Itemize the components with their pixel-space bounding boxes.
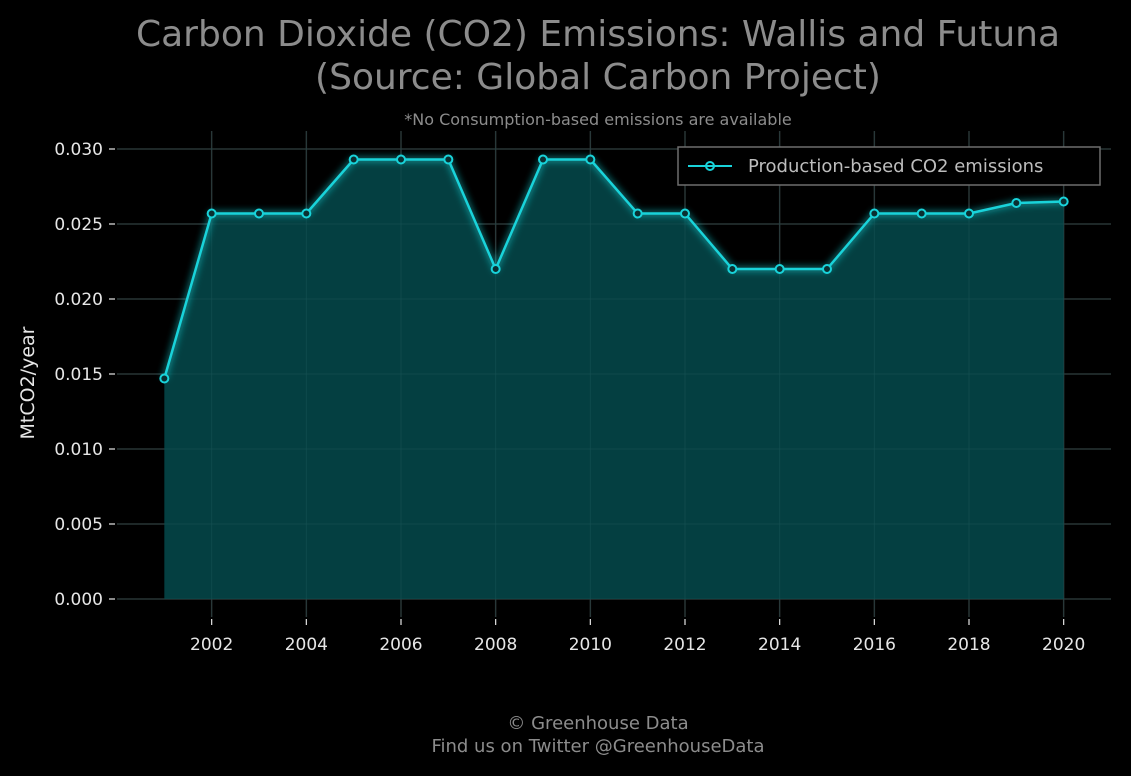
point-layer [159, 154, 1069, 384]
data-point-2019 [1011, 198, 1022, 208]
y-tick-label-6: 0.030 [54, 140, 103, 160]
data-point-2008 [490, 264, 501, 274]
series-line [163, 158, 1064, 379]
x-tick-label-9: 2020 [1042, 635, 1085, 655]
data-point-2007 [443, 154, 454, 165]
data-point-2009 [538, 154, 548, 165]
data-point-2003 [254, 208, 264, 219]
x-axis: 2002 2004 2006 2008 2010 2012 2014 2016 2018 2020 [190, 619, 1085, 655]
data-point-2011 [632, 208, 643, 219]
x-tick-label-6: 2014 [758, 635, 801, 655]
x-tick-label-1: 2004 [285, 635, 328, 655]
data-point-2016 [869, 208, 880, 219]
data-point-2005 [348, 154, 359, 165]
legend-label: Production-based CO2 emissions [748, 156, 1043, 177]
y-tick-label-5: 0.025 [54, 215, 103, 235]
data-point-2010 [585, 154, 596, 165]
line-layer [160, 155, 1064, 380]
chart-title-line2: (Source: Global Carbon Project) [315, 57, 881, 98]
x-tick-label-4: 2010 [569, 635, 612, 655]
y-tick-label-2: 0.010 [54, 440, 103, 460]
legend-marker-swatch [705, 161, 715, 171]
data-point-2017 [916, 208, 927, 219]
footer-twitter: Find us on Twitter @GreenhouseData [431, 736, 764, 757]
data-point-2014 [774, 264, 785, 274]
y-tick-label-4: 0.020 [54, 290, 103, 310]
data-point-2015 [822, 264, 832, 274]
data-point-2018 [964, 208, 974, 219]
x-tick-label-2: 2006 [379, 635, 422, 655]
data-point-2006 [396, 154, 406, 165]
x-tick-label-8: 2018 [947, 635, 990, 655]
area-layer [117, 131, 1111, 617]
data-point-2012 [680, 208, 690, 219]
y-tick-label-0: 0.000 [54, 590, 103, 610]
y-axis: 0.000 0.005 0.010 0.015 0.020 0.025 0.030 [54, 140, 115, 610]
chart-subtitle: *No Consumption-based emissions are avai… [404, 110, 792, 129]
data-point-2020 [1058, 196, 1069, 207]
y-tick-label-1: 0.005 [54, 515, 103, 535]
series-area-fill [164, 159, 1064, 599]
x-tick-label-7: 2016 [853, 635, 896, 655]
y-axis-label: MtCO2/year [17, 326, 39, 439]
y-tick-label-3: 0.015 [54, 365, 103, 385]
x-tick-label-0: 2002 [190, 635, 233, 655]
data-point-2001 [159, 373, 170, 384]
data-point-2004 [301, 208, 312, 219]
x-tick-label-5: 2012 [663, 635, 706, 655]
data-point-2002 [206, 208, 217, 219]
legend-box [677, 146, 1101, 186]
x-tick-label-3: 2008 [474, 635, 517, 655]
chart-title-line1: Carbon Dioxide (CO2) Emissions: Wallis a… [136, 14, 1060, 55]
legend: Production-based CO2 emissions [677, 146, 1101, 186]
footer-copyright: © Greenhouse Data [507, 713, 688, 734]
data-point-2013 [727, 264, 738, 274]
